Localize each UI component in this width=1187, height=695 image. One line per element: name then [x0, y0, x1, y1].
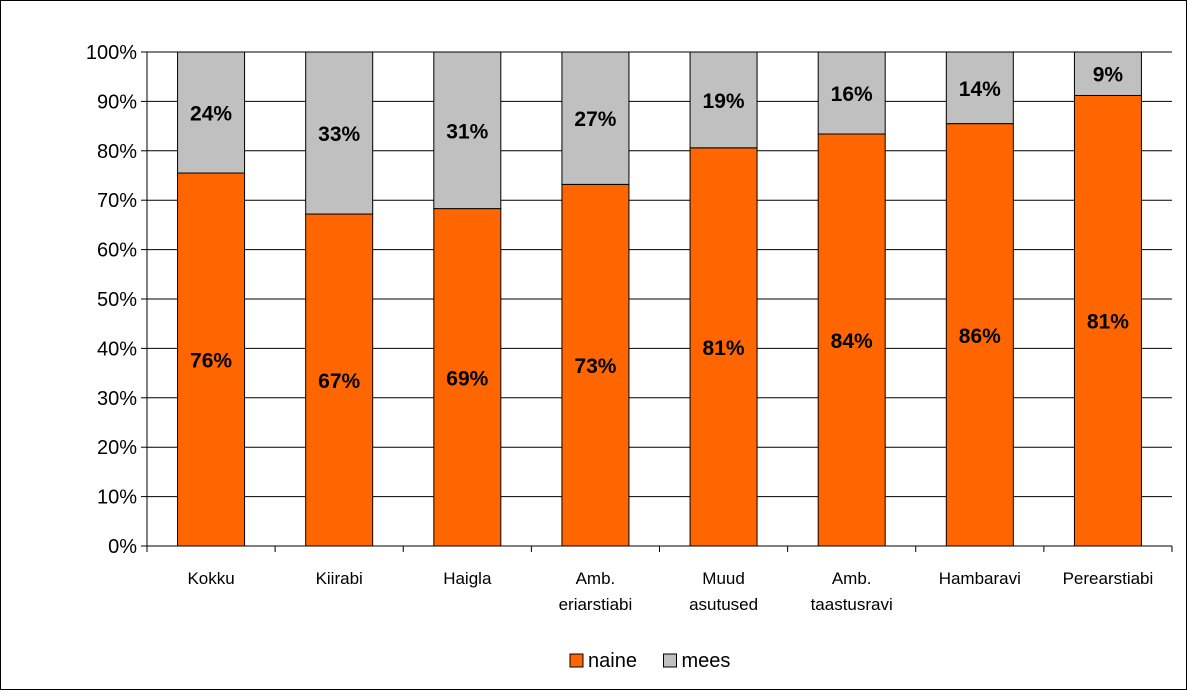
legend: naine mees	[569, 650, 731, 672]
y-tick-label: 70%	[97, 190, 137, 212]
x-tick-label: Perearstiabi	[1063, 569, 1154, 588]
legend-label-mees: mees	[682, 650, 731, 672]
bar-mees	[945, 51, 1014, 125]
bar-naine	[1073, 94, 1142, 547]
x-tick-label: Amb.	[576, 569, 616, 588]
bar-mees	[1073, 51, 1142, 96]
axes: 0% 10% 20% 30% 40% 50% 60% 70% 80% 90% 100% Kokku Ki…	[86, 42, 1173, 614]
bars	[177, 51, 1142, 547]
data-label-naine: 81%	[1087, 311, 1129, 334]
x-tick-label: taastusravi	[811, 595, 893, 614]
bar-mees	[177, 51, 246, 174]
bar-naine	[817, 133, 886, 547]
data-label-naine: 81%	[703, 337, 745, 360]
x-tick-label: Kokku	[187, 569, 234, 588]
y-tick-label: 20%	[97, 437, 137, 459]
data-label-mees: 27%	[574, 108, 616, 131]
x-tick-label: Muud	[702, 569, 745, 588]
y-tick-label: 90%	[97, 91, 137, 113]
y-tick-label: 50%	[97, 289, 137, 311]
bar-naine	[433, 208, 502, 547]
data-label-mees: 31%	[446, 120, 488, 143]
data-label-naine: 67%	[318, 370, 360, 393]
y-tick-label: 80%	[97, 141, 137, 163]
bar-mees	[305, 51, 374, 215]
y-tick-label: 0%	[108, 536, 137, 558]
data-label-mees: 14%	[959, 78, 1001, 101]
y-tick-label: 40%	[97, 338, 137, 360]
y-tick-label: 100%	[86, 42, 137, 64]
x-tick-label: Haigla	[443, 569, 492, 588]
bar-naine	[689, 147, 758, 547]
x-tick-label: eriarstiabi	[559, 595, 633, 614]
bar-mees	[433, 51, 502, 210]
x-tick-label: asutused	[689, 595, 758, 614]
data-labels: 76% 24% 67% 33% 69% 31% 73% 27% 81% 19% 84% 16% 86% 1…	[190, 64, 1129, 393]
y-tick-label: 60%	[97, 240, 137, 262]
y-tick-label: 10%	[97, 487, 137, 509]
bar-mees	[561, 51, 630, 185]
x-tick-label: Kiirabi	[316, 569, 363, 588]
data-label-mees: 24%	[190, 103, 232, 126]
legend-swatch-mees	[663, 653, 677, 668]
bar-mees	[817, 51, 886, 135]
data-label-naine: 84%	[831, 330, 873, 353]
data-label-naine: 69%	[446, 367, 488, 390]
data-label-naine: 86%	[959, 325, 1001, 348]
bar-mees	[689, 51, 758, 149]
y-tick-label: 30%	[97, 388, 137, 410]
data-label-naine: 73%	[574, 355, 616, 378]
legend-swatch-naine	[569, 653, 584, 668]
data-label-mees: 16%	[831, 83, 873, 106]
legend-label-naine: naine	[588, 650, 637, 672]
data-label-mees: 19%	[703, 90, 745, 113]
x-tick-label: Hambaravi	[939, 569, 1021, 588]
bar-naine	[177, 172, 246, 547]
data-label-naine: 76%	[190, 350, 232, 373]
data-label-mees: 33%	[318, 123, 360, 146]
bar-naine	[305, 213, 374, 547]
x-tick-label: Amb.	[832, 569, 872, 588]
bar-naine	[561, 183, 630, 547]
data-label-mees: 9%	[1093, 64, 1124, 87]
